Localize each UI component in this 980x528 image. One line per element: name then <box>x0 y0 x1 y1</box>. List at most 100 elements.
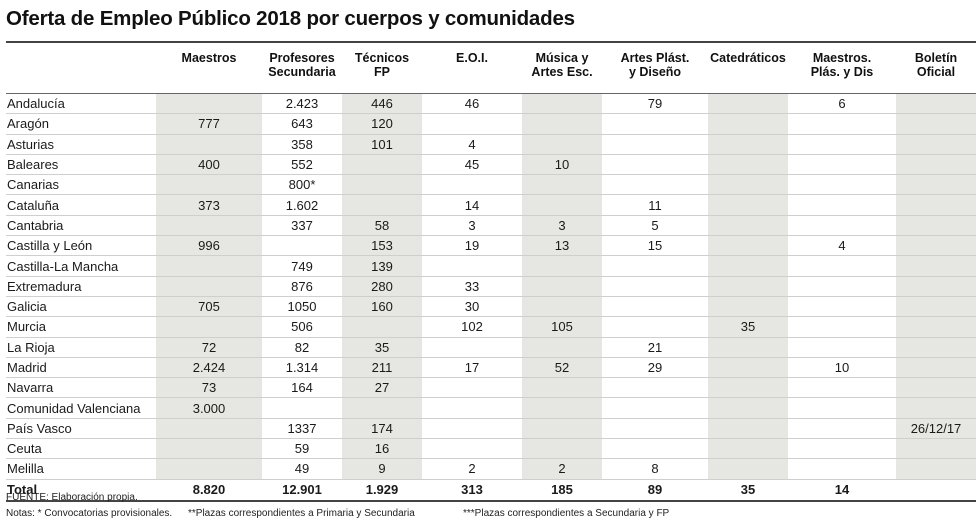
table-cell: 29 <box>602 357 708 379</box>
table-cell: 46 <box>422 93 522 115</box>
table-cell <box>788 377 896 399</box>
table-cell: 1.602 <box>262 194 342 216</box>
column-header-line: Artes Plást. <box>620 51 690 65</box>
table-cell: 3.000 <box>156 397 262 419</box>
table-cell: 35 <box>342 337 422 358</box>
table-cell <box>522 337 602 358</box>
table-cell: 33 <box>422 276 522 297</box>
table-cell: 749 <box>262 255 342 277</box>
table-cell: 1337 <box>262 418 342 440</box>
table-cell: 82 <box>262 337 342 358</box>
table-cell: 777 <box>156 113 262 135</box>
region-name: Extremadura <box>6 276 156 297</box>
table-cell <box>896 357 976 379</box>
table-row: Castilla-La Mancha 749 139 <box>6 255 976 277</box>
table-cell <box>156 93 262 115</box>
table-cell: 337 <box>262 215 342 237</box>
data-table: Maestros Profesores Secundaria Técnicos FP E.… <box>6 43 976 502</box>
region-name: Canarias <box>6 174 156 196</box>
table-cell <box>896 397 976 419</box>
total-cell: 12.901 <box>262 479 342 502</box>
table-cell <box>602 377 708 399</box>
table-cell: 3 <box>422 215 522 237</box>
total-cell: 14 <box>788 479 896 502</box>
table-cell <box>602 438 708 460</box>
table-cell <box>602 397 708 419</box>
table-cell <box>896 296 976 318</box>
table-cell <box>896 377 976 399</box>
table-cell <box>788 174 896 196</box>
table-cell <box>602 134 708 155</box>
region-name: Murcia <box>6 316 156 338</box>
column-header: Música y Artes Esc. <box>522 43 602 94</box>
region-name: Castilla y León <box>6 235 156 257</box>
table-cell: 174 <box>342 418 422 440</box>
column-header: Técnicos FP <box>342 43 422 94</box>
table-cell <box>522 255 602 277</box>
total-cell: 89 <box>602 479 708 502</box>
table-cell: 27 <box>342 377 422 399</box>
table-cell <box>602 174 708 196</box>
title-rule <box>6 41 976 43</box>
table-cell: 643 <box>262 113 342 135</box>
region-name: Ceuta <box>6 438 156 460</box>
table-cell: 996 <box>156 235 262 257</box>
table-row: País Vasco 1337 174 26/12/17 <box>6 418 976 440</box>
table-cell <box>708 276 788 297</box>
table-cell: 120 <box>342 113 422 135</box>
table-cell: 211 <box>342 357 422 379</box>
table-cell: 26/12/17 <box>896 418 976 440</box>
table-cell <box>896 255 976 277</box>
column-header-line: Plás. y Dis <box>810 65 874 79</box>
total-cell: 313 <box>422 479 522 502</box>
note-secundaria-fp: ***Plazas correspondientes a Secundaria … <box>463 508 670 519</box>
table-row: Madrid 2.424 1.314 211 17 52 29 10 <box>6 357 976 379</box>
region-name: Aragón <box>6 113 156 135</box>
table-cell <box>896 194 976 216</box>
table-cell <box>788 296 896 318</box>
table-cell <box>788 113 896 135</box>
source-note: FUENTE: Elaboración propia. <box>6 492 138 503</box>
table-cell: 59 <box>262 438 342 460</box>
header-row: Maestros Profesores Secundaria Técnicos FP E.… <box>6 43 976 94</box>
table-cell <box>708 235 788 257</box>
table-cell <box>342 194 422 216</box>
table-cell <box>156 215 262 237</box>
table-cell <box>342 316 422 338</box>
table-cell <box>708 215 788 237</box>
table-cell: 373 <box>156 194 262 216</box>
table-cell: 19 <box>422 235 522 257</box>
table-cell: 10 <box>788 357 896 379</box>
table-cell <box>788 255 896 277</box>
table-cell <box>896 316 976 338</box>
table-cell <box>708 113 788 135</box>
total-row: Total 8.820 12.901 1.929 313 185 89 35 14 <box>6 479 976 502</box>
column-header-line: Música y <box>535 51 589 65</box>
table-cell <box>788 418 896 440</box>
table-cell <box>708 255 788 277</box>
table-cell: 30 <box>422 296 522 318</box>
table-cell <box>788 276 896 297</box>
total-cell: 1.929 <box>342 479 422 502</box>
table-row: Murcia 506 102 105 35 <box>6 316 976 338</box>
note-provisional: Notas: * Convocatorias provisionales. <box>6 508 173 519</box>
table-cell <box>522 93 602 115</box>
table-cell <box>708 418 788 440</box>
table-cell <box>788 154 896 176</box>
table-cell: 358 <box>262 134 342 155</box>
table-title: Oferta de Empleo Público 2018 por cuerpo… <box>6 7 575 30</box>
table-cell <box>896 215 976 237</box>
table-cell <box>602 316 708 338</box>
table-cell: 21 <box>602 337 708 358</box>
table-cell: 10 <box>522 154 602 176</box>
table-body: Andalucía 2.423 446 46 79 6 Aragón 777 643 120 Ast… <box>6 93 976 502</box>
table-cell <box>708 438 788 460</box>
table-cell <box>342 154 422 176</box>
table-cell: 876 <box>262 276 342 297</box>
region-name: Castilla-La Mancha <box>6 255 156 277</box>
table-cell: 446 <box>342 93 422 115</box>
table-cell <box>708 357 788 379</box>
total-cell: 185 <box>522 479 602 502</box>
table-cell <box>602 296 708 318</box>
total-label: Total <box>6 479 156 502</box>
